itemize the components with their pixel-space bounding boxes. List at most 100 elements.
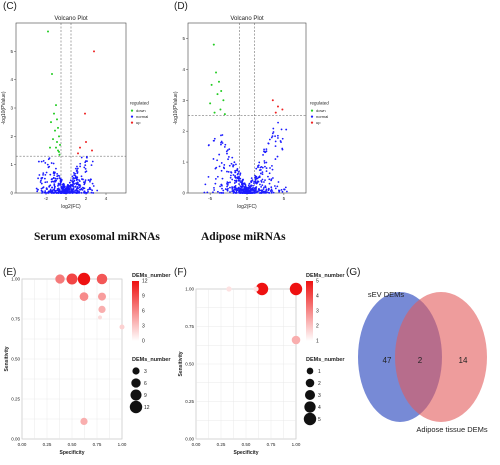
point-normal <box>263 160 266 162</box>
point-normal <box>253 182 255 185</box>
plot-frame <box>187 22 307 194</box>
point-normal <box>53 185 56 188</box>
point-normal <box>218 165 221 168</box>
color-legend-tick: 3 <box>142 324 145 330</box>
point-down <box>58 153 61 156</box>
point-normal <box>239 181 242 183</box>
point-normal <box>44 173 47 176</box>
color-legend-tick: 1 <box>316 339 319 345</box>
size-legend-marker <box>130 389 142 401</box>
point-normal <box>90 164 93 167</box>
point-normal <box>78 179 80 181</box>
point-normal <box>257 176 260 179</box>
point-normal <box>66 184 69 187</box>
point-normal <box>83 183 86 186</box>
point-normal <box>54 177 57 180</box>
size-legend-label: 5 <box>318 417 321 423</box>
x-tick-label: 0.50 <box>242 442 251 447</box>
point-normal <box>235 181 238 183</box>
point-down <box>56 118 58 121</box>
point-normal <box>213 189 216 191</box>
point-normal <box>285 128 288 131</box>
point-normal <box>84 180 87 183</box>
y-tick-label: 1.00 <box>11 277 20 282</box>
venn-diagram-g: sEV DEMs Adipose tissue DEMs 47 2 14 <box>358 290 488 434</box>
point-normal <box>54 191 57 194</box>
point-normal <box>236 177 239 180</box>
point-normal <box>244 191 247 194</box>
point-normal <box>238 183 240 185</box>
x-tick-label: 0.25 <box>43 442 52 447</box>
point-normal <box>246 192 249 194</box>
size-legend-marker <box>129 400 143 414</box>
point-normal <box>232 165 234 168</box>
color-legend-tick: 9 <box>142 294 145 300</box>
point-normal <box>230 162 233 165</box>
point-normal <box>40 179 42 182</box>
point-normal <box>254 174 256 177</box>
point-normal <box>272 191 275 194</box>
point-normal <box>87 190 89 193</box>
point-normal <box>230 174 232 177</box>
point-normal <box>243 192 245 194</box>
point-normal <box>232 192 235 194</box>
bubble <box>96 273 108 285</box>
point-normal <box>264 186 267 189</box>
point-normal <box>270 186 273 189</box>
point-normal <box>40 182 43 185</box>
point-normal <box>63 183 65 186</box>
y-tick-label: 0.75 <box>11 317 20 322</box>
bubble <box>289 282 303 296</box>
point-normal <box>56 175 59 178</box>
caption-adipose: Adipose miRNAs <box>201 231 286 243</box>
point-normal <box>271 135 274 138</box>
y-tick-label: 0 <box>10 191 13 196</box>
point-normal <box>267 142 270 145</box>
point-normal <box>264 151 267 154</box>
point-normal <box>74 172 77 175</box>
point-normal <box>212 158 215 160</box>
size-legend-title: DEMs_number <box>306 357 345 363</box>
point-normal <box>54 171 56 174</box>
point-normal <box>253 187 256 190</box>
point-normal <box>258 192 261 194</box>
point-down <box>55 104 57 107</box>
point-normal <box>71 192 74 194</box>
point-normal <box>274 135 276 138</box>
point-down <box>220 90 223 92</box>
point-down <box>56 141 58 143</box>
point-normal <box>239 172 242 175</box>
venn-label-left: sEV DEMs <box>368 290 405 299</box>
point-normal <box>270 188 273 191</box>
x-axis-label: log2(FC) <box>237 204 257 210</box>
point-normal <box>237 170 240 173</box>
point-normal <box>263 192 265 194</box>
bubble <box>98 305 106 313</box>
point-down <box>213 111 216 114</box>
color-legend-title: DEMs_number <box>306 273 345 279</box>
point-normal <box>58 175 61 177</box>
point-normal <box>44 181 47 184</box>
point-normal <box>76 167 79 170</box>
point-normal <box>71 185 74 187</box>
point-normal <box>45 188 48 190</box>
point-normal <box>36 190 39 193</box>
point-normal <box>59 184 61 186</box>
point-up <box>271 99 274 102</box>
point-normal <box>73 174 76 177</box>
x-tick-label: 1.00 <box>292 442 301 447</box>
point-normal <box>90 191 93 194</box>
point-normal <box>89 188 92 191</box>
point-up <box>77 152 79 155</box>
point-normal <box>263 190 265 193</box>
point-normal <box>225 150 228 153</box>
point-normal <box>206 191 209 194</box>
point-normal <box>218 192 221 194</box>
point-normal <box>256 190 259 193</box>
point-normal <box>229 181 231 184</box>
plot-title: Volcano Plot <box>54 16 88 22</box>
point-normal <box>91 182 94 185</box>
point-normal <box>249 191 252 193</box>
point-normal <box>220 134 222 137</box>
point-down <box>52 138 54 141</box>
